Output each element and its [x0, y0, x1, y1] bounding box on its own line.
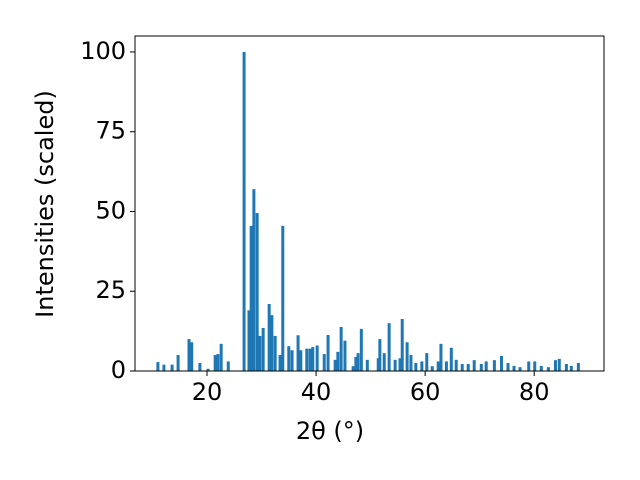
bar	[267, 304, 271, 371]
bar	[226, 361, 230, 371]
bar	[281, 225, 285, 371]
bar	[533, 361, 537, 371]
bar	[216, 354, 220, 371]
bar	[326, 334, 330, 371]
x-axis-label: 2θ (°)	[296, 417, 364, 445]
bar	[290, 350, 294, 371]
bar	[387, 323, 391, 371]
bar	[506, 363, 510, 371]
y-axis-label: Intensities (scaled)	[31, 90, 59, 318]
y-tick-label: 25	[95, 276, 126, 304]
x-tick-label: 80	[519, 378, 550, 406]
bar	[247, 310, 251, 371]
bar	[444, 361, 448, 371]
bar	[546, 367, 550, 371]
bar	[398, 358, 402, 371]
bar	[261, 327, 265, 371]
bar	[479, 363, 483, 371]
x-tick-label: 20	[192, 378, 223, 406]
bar	[176, 355, 180, 371]
bar	[378, 339, 382, 371]
y-tick-label: 0	[111, 356, 126, 384]
bar	[162, 364, 166, 371]
x-tick-label: 60	[410, 378, 441, 406]
bar	[376, 358, 380, 371]
bar	[564, 363, 568, 371]
bar	[359, 328, 363, 371]
bar	[484, 361, 488, 371]
bar	[190, 342, 194, 371]
bar	[414, 363, 418, 371]
bar	[553, 360, 557, 371]
bar	[206, 368, 210, 371]
bar	[400, 318, 404, 371]
bar	[198, 363, 202, 371]
bar	[213, 355, 217, 371]
bar	[430, 366, 434, 371]
bar	[315, 345, 319, 371]
bar	[278, 355, 282, 371]
bar	[270, 315, 274, 371]
bar	[308, 348, 312, 371]
bar	[365, 359, 369, 371]
bar	[322, 354, 326, 371]
bar	[343, 340, 347, 371]
bar	[382, 353, 386, 371]
bar	[449, 347, 453, 371]
bar	[354, 356, 358, 371]
bar	[454, 359, 458, 371]
bar	[539, 365, 543, 371]
x-tick-label: 40	[301, 378, 332, 406]
bar	[249, 225, 253, 371]
bar	[255, 213, 259, 371]
bar	[296, 335, 300, 371]
y-tick-label: 75	[95, 117, 126, 145]
bar	[170, 364, 174, 371]
bar	[287, 346, 291, 371]
bar	[305, 348, 309, 371]
bar	[356, 353, 360, 371]
bar	[439, 343, 443, 371]
bar	[393, 359, 397, 371]
bar	[156, 362, 160, 371]
bar	[569, 365, 573, 371]
bar	[351, 366, 355, 371]
y-tick-label: 50	[95, 196, 126, 224]
bar	[187, 339, 191, 371]
bar	[512, 365, 516, 371]
bar	[336, 351, 340, 371]
y-tick-label: 100	[80, 37, 126, 65]
bar	[527, 361, 531, 371]
bar	[436, 361, 440, 371]
bar	[492, 360, 496, 371]
bar	[518, 367, 522, 371]
bar	[425, 353, 429, 371]
bar	[420, 361, 424, 371]
bar	[242, 51, 246, 371]
bar	[466, 363, 470, 371]
bar	[299, 350, 303, 371]
bar	[339, 326, 343, 371]
bar	[333, 359, 337, 371]
bar	[557, 358, 561, 371]
bar	[405, 342, 409, 371]
plot-frame	[134, 35, 605, 372]
bar	[273, 335, 277, 371]
bar	[576, 363, 580, 371]
bar	[472, 360, 476, 371]
bar	[252, 189, 256, 371]
bar	[409, 355, 413, 371]
bar	[460, 363, 464, 371]
bar	[311, 347, 315, 371]
bar	[219, 343, 223, 371]
bar	[258, 335, 262, 371]
bar	[499, 356, 503, 371]
